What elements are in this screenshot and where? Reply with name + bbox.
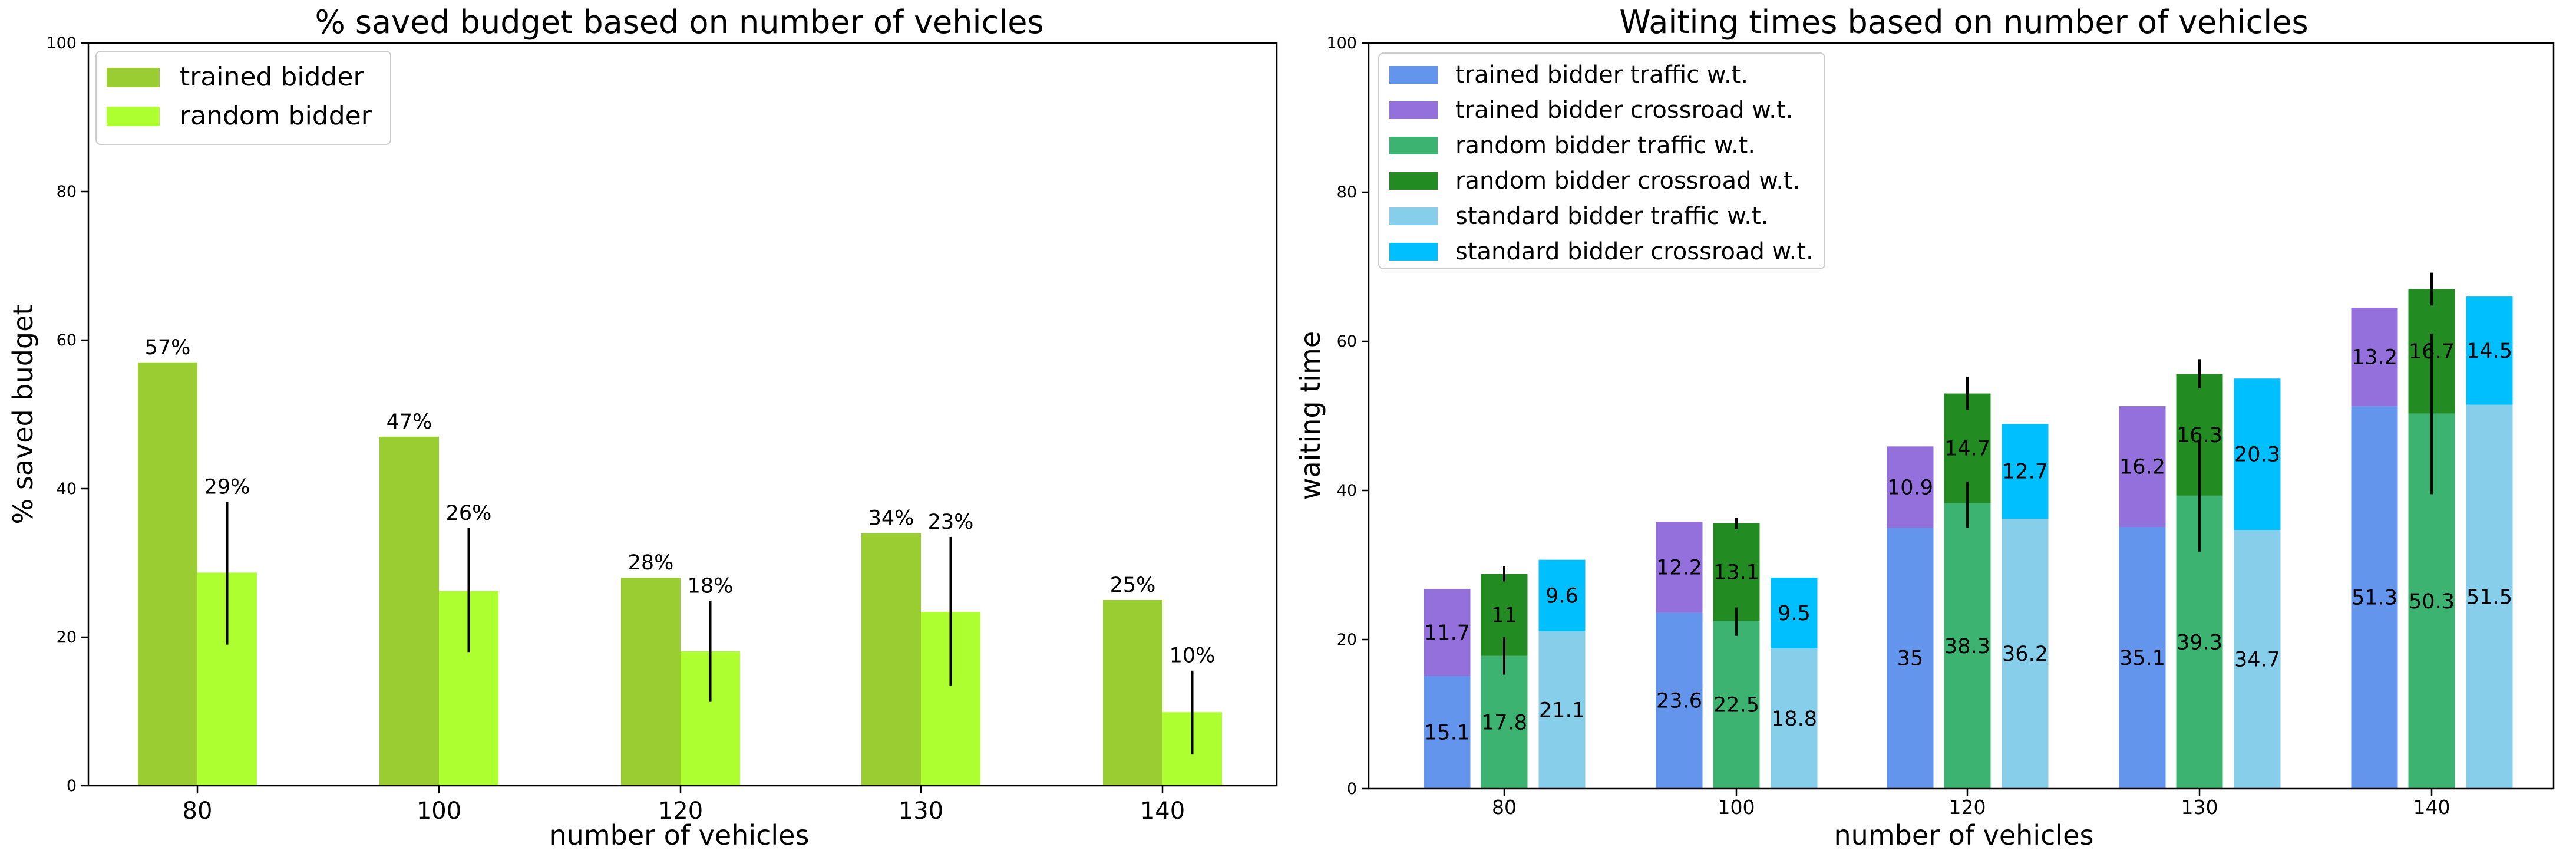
chart2-x-tick-label: 80 — [1492, 796, 1517, 819]
chart2-legend-swatch — [1389, 137, 1438, 154]
chart2-legend-swatch — [1389, 243, 1438, 261]
chart1-legend-swatch — [107, 68, 160, 87]
chart1-y-label: % saved budget — [7, 305, 39, 525]
chart1-x-tick-label: 80 — [183, 798, 213, 825]
chart1-bar-label: 28% — [628, 551, 674, 575]
chart2-x-tick-label: 120 — [1949, 796, 1986, 819]
chart1-bar-trained — [621, 578, 681, 786]
chart2-traffic-label: 23.6 — [1656, 690, 1702, 713]
chart2-crossroad-label: 16.2 — [2119, 456, 2165, 479]
chart2-y-tick-label: 40 — [1337, 482, 1357, 500]
chart2-traffic-label: 36.2 — [2002, 642, 2048, 666]
chart2-crossroad-label: 11 — [1491, 604, 1518, 627]
chart1-bar-trained — [379, 437, 439, 786]
chart2-crossroad-label: 9.5 — [1778, 602, 1811, 625]
chart1-legend: trained bidder random bidder — [96, 51, 391, 144]
chart1-x-tick-label: 140 — [1140, 798, 1185, 825]
chart1-bar-label: 25% — [1110, 574, 1156, 597]
chart2-legend-label: random bidder crossroad w.t. — [1455, 167, 1800, 195]
chart2-x-tick-label: 140 — [2413, 796, 2450, 819]
chart1-bar-label: 34% — [868, 507, 914, 531]
chart2-legend-swatch — [1389, 101, 1438, 119]
chart2-crossroad-label: 12.2 — [1656, 556, 1702, 579]
chart1-y-tick-label: 100 — [46, 34, 77, 52]
chart2-legend-swatch — [1389, 66, 1438, 84]
chart2-crossroad-label: 14.7 — [1944, 437, 1990, 461]
chart2-crossroad-label: 14.5 — [2466, 340, 2512, 363]
figure: % saved budget based on number of vehicl… — [0, 0, 2576, 860]
chart2-traffic-label: 35.1 — [2119, 647, 2165, 670]
chart1-legend-label: trained bidder — [180, 62, 364, 92]
chart1-y-tick-label: 0 — [67, 777, 77, 795]
chart1-x-tick-label: 100 — [417, 798, 461, 825]
chart1-bar-label: 18% — [688, 574, 734, 598]
chart1-bar-label: 26% — [446, 502, 492, 525]
chart2-legend: trained bidder traffic w.t. trained bidde… — [1379, 53, 1825, 269]
chart2-traffic-label: 51.5 — [2466, 585, 2512, 609]
chart1-title: % saved budget based on number of vehicl… — [315, 4, 1043, 41]
chart2-traffic-label: 38.3 — [1944, 635, 1990, 658]
chart2-crossroad-label: 11.7 — [1424, 621, 1470, 645]
chart2-crossroad-label: 13.2 — [2352, 346, 2397, 370]
chart2-y-tick-label: 20 — [1337, 631, 1357, 649]
chart1-bar-label: 10% — [1170, 644, 1216, 668]
chart2-traffic-label: 50.3 — [2409, 590, 2455, 614]
chart2-traffic-label: 39.3 — [2177, 631, 2222, 654]
chart2-traffic-label: 35 — [1897, 647, 1924, 671]
chart1-y-tick-label: 60 — [57, 331, 77, 350]
chart2-x-tick-label: 100 — [1718, 796, 1755, 819]
chart1-legend-swatch — [107, 107, 160, 126]
chart1-bar-trained — [1103, 600, 1162, 786]
chart2-legend-label: trained bidder crossroad w.t. — [1455, 97, 1793, 124]
chart1-bar-label: 47% — [387, 410, 432, 434]
chart2-y-tick-label: 100 — [1326, 34, 1357, 52]
chart2-traffic-label: 22.5 — [1713, 694, 1759, 717]
chart2-crossroad-label: 20.3 — [2234, 443, 2280, 467]
chart2-legend-swatch — [1389, 172, 1438, 190]
chart1-bar-trained — [861, 533, 921, 786]
chart2-y-tick-label: 80 — [1337, 183, 1357, 202]
chart1-bar-trained — [138, 363, 197, 786]
chart2-y-tick-label: 0 — [1347, 780, 1357, 798]
chart1-y-tick-label: 40 — [57, 480, 77, 498]
chart1-x-label: number of vehicles — [550, 819, 810, 851]
chart1-bar-label: 23% — [928, 510, 974, 534]
chart2-y-tick-label: 60 — [1337, 332, 1357, 351]
chart2-crossroad-label: 13.1 — [1713, 561, 1759, 585]
chart2-traffic-label: 15.1 — [1424, 721, 1470, 744]
chart1-legend-label: random bidder — [180, 101, 372, 131]
chart1-y-tick-label: 80 — [57, 183, 77, 201]
chart2-crossroad-label: 9.6 — [1545, 584, 1578, 608]
chart2-legend-label: standard bidder traffic w.t. — [1455, 203, 1768, 230]
chart2-crossroad-label: 12.7 — [2002, 460, 2048, 484]
chart1-bar-label: 57% — [145, 336, 191, 360]
chart2-legend-swatch — [1389, 207, 1438, 225]
chart2-x-label: number of vehicles — [1834, 819, 2094, 851]
chart2-legend-label: standard bidder crossroad w.t. — [1455, 238, 1814, 265]
chart1-y-tick-label: 20 — [57, 628, 77, 647]
chart2-traffic-label: 18.8 — [1771, 707, 1817, 731]
chart1-bar-label: 29% — [204, 476, 250, 499]
chart2-traffic-label: 51.3 — [2352, 586, 2397, 610]
chart2-title: Waiting times based on number of vehicle… — [1619, 4, 2308, 41]
chart2-traffic-label: 21.1 — [1539, 699, 1585, 723]
chart2-traffic-label: 34.7 — [2234, 648, 2280, 672]
chart2-legend-label: random bidder traffic w.t. — [1455, 132, 1755, 159]
chart2-traffic-label: 17.8 — [1481, 711, 1527, 734]
chart2-y-label: waiting time — [1294, 331, 1326, 500]
chart1-x-tick-label: 130 — [899, 798, 943, 825]
chart2-crossroad-label: 10.9 — [1887, 476, 1933, 499]
chart2-x-tick-label: 130 — [2181, 796, 2218, 819]
chart2-legend-label: trained bidder traffic w.t. — [1455, 61, 1748, 88]
